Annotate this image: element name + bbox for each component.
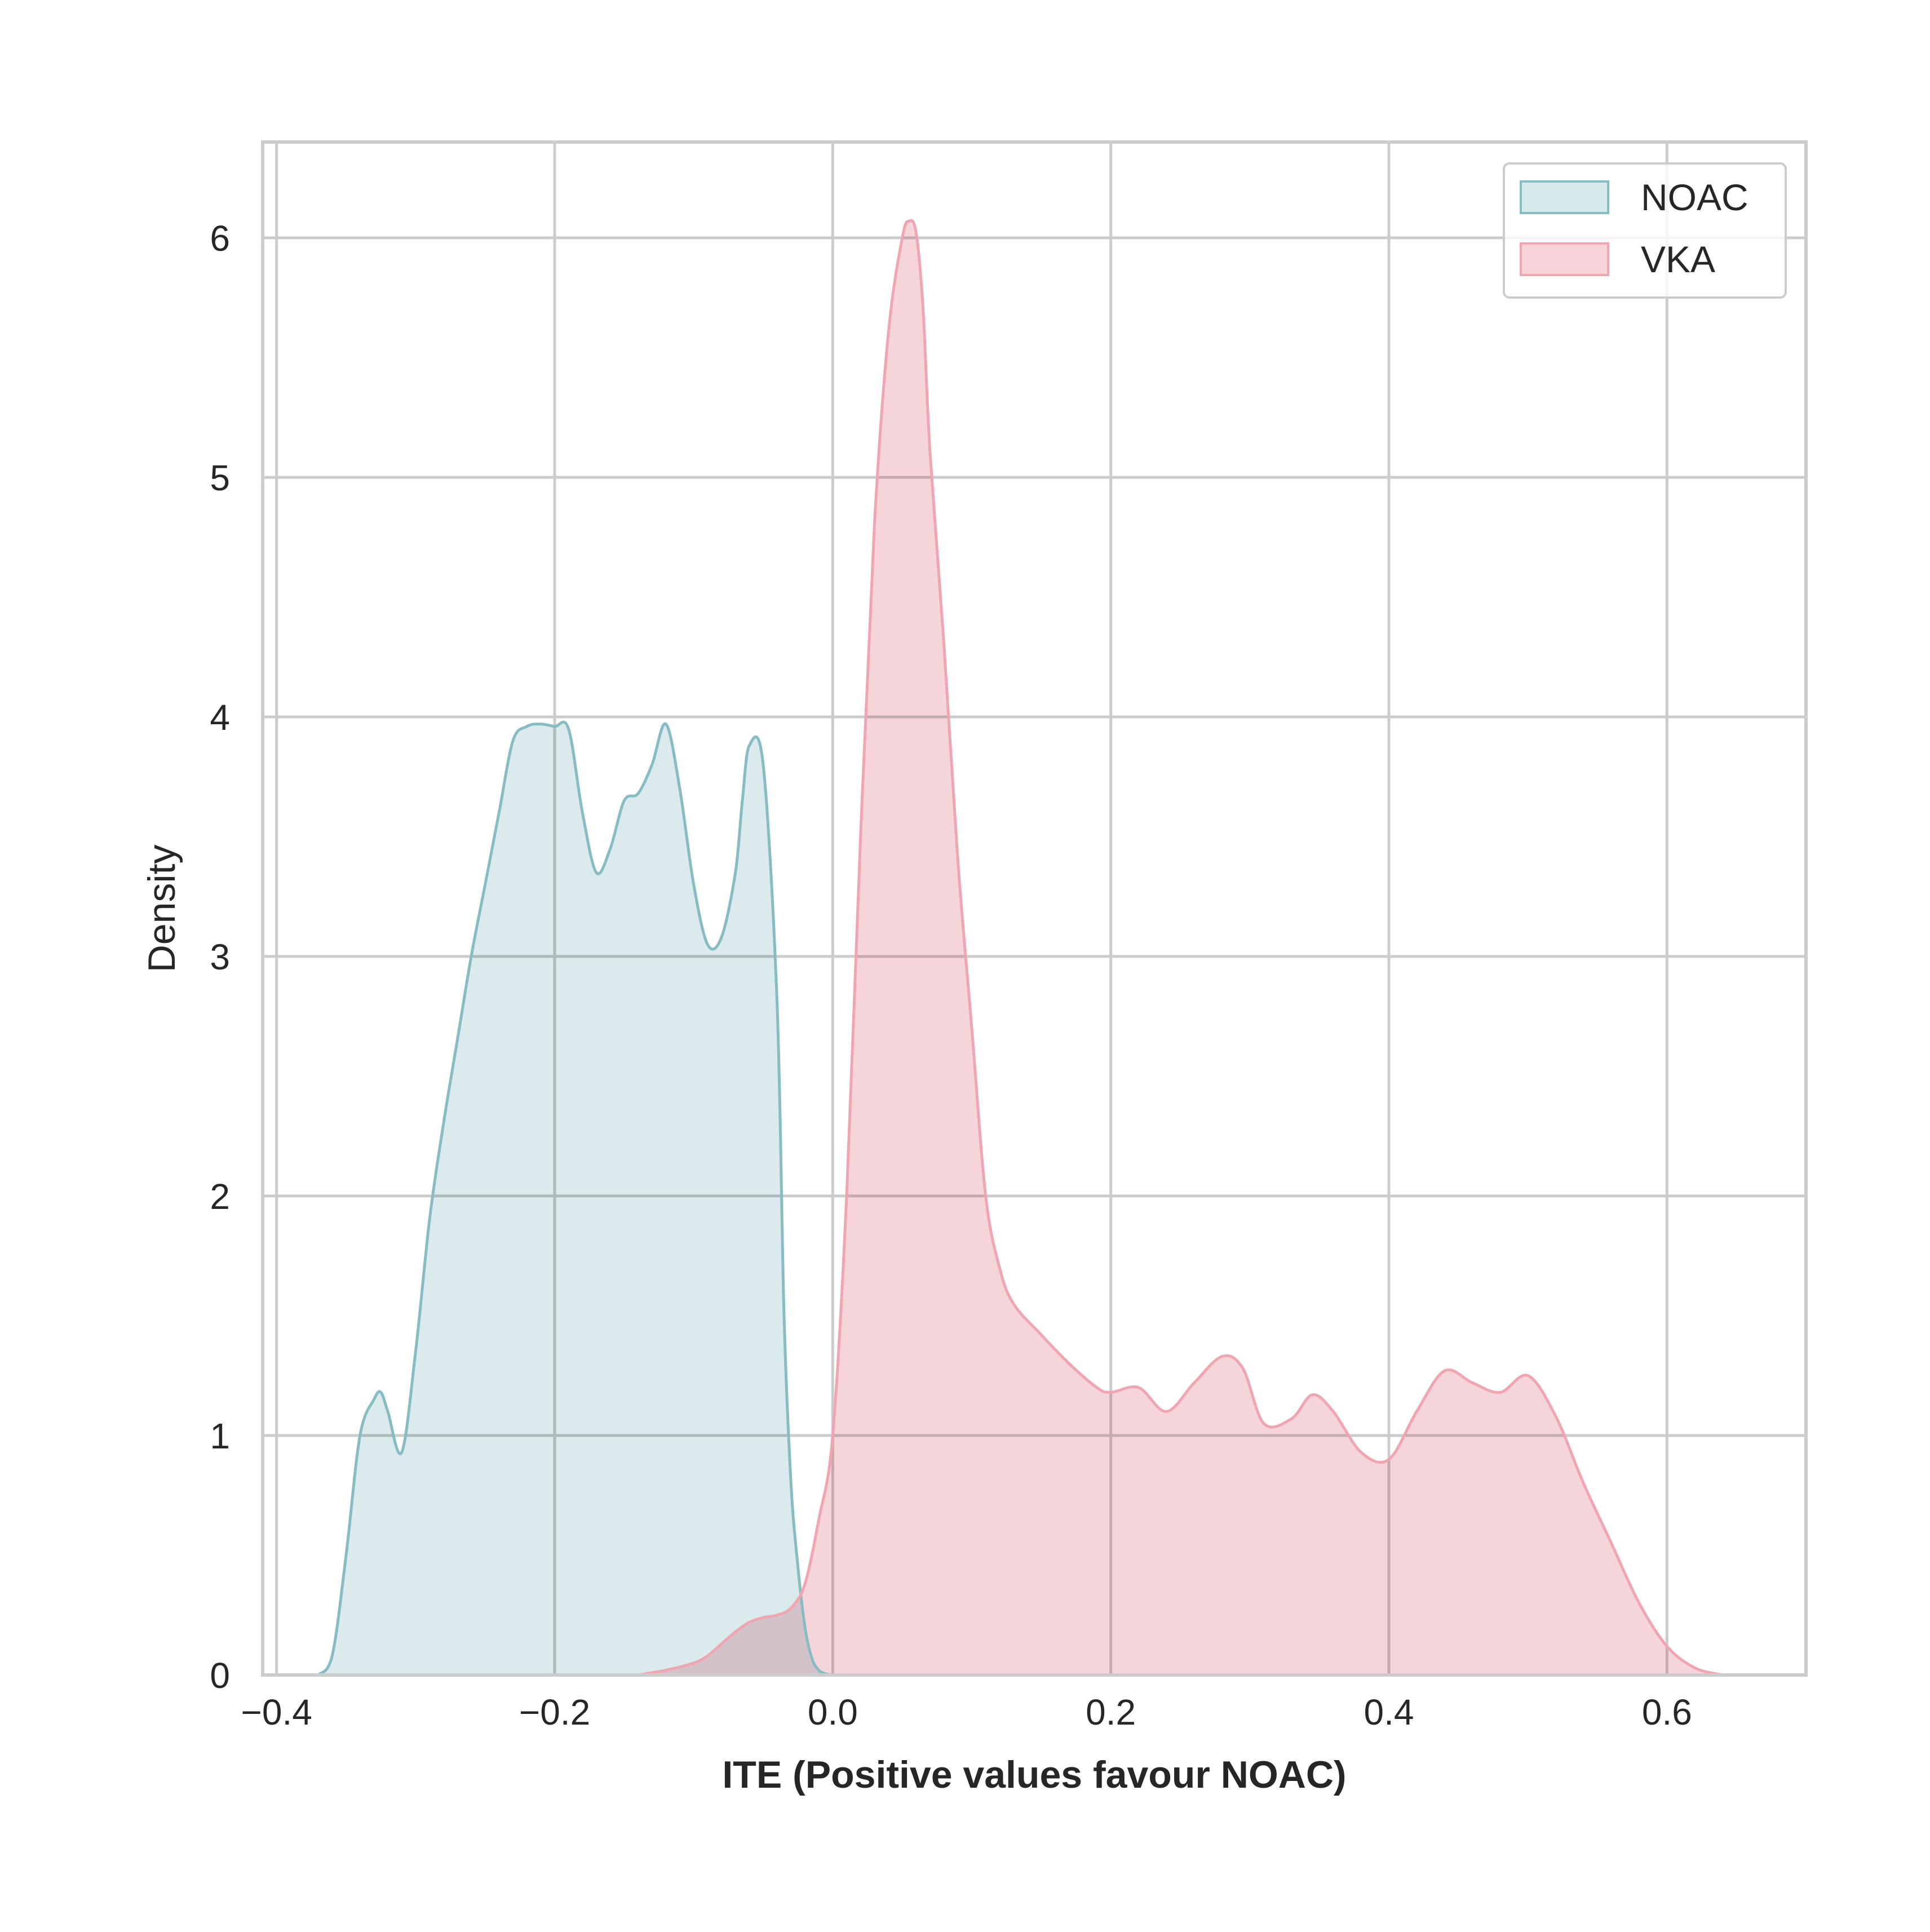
x-axis-title: ITE (Positive values favour NOAC) (722, 1753, 1346, 1796)
x-tick-label-2: 0.0 (808, 1692, 858, 1732)
legend: NOAC VKA (1503, 162, 1787, 299)
x-tick-label-4: 0.4 (1364, 1692, 1414, 1732)
y-tick-label-5: 5 (210, 458, 230, 498)
legend-label-vka: VKA (1641, 238, 1715, 280)
x-tick-label-5: 0.6 (1642, 1692, 1692, 1732)
x-tick-label-3: 0.2 (1086, 1692, 1136, 1732)
density-line-noac (317, 720, 875, 1677)
x-tick-label-0: −0.4 (241, 1692, 312, 1732)
y-tick-label-0: 0 (210, 1655, 230, 1696)
x-axis-ticks: −0.4 −0.2 0.0 0.2 0.4 0.6 (241, 1692, 1692, 1732)
density-area-noac (318, 722, 875, 1675)
y-tick-label-3: 3 (210, 937, 230, 977)
density-line-vka (638, 219, 1723, 1677)
y-tick-label-1: 1 (210, 1416, 230, 1456)
density-area-vka (638, 220, 1723, 1676)
legend-label-noac: NOAC (1641, 176, 1748, 218)
legend-swatch-noac (1520, 180, 1609, 214)
x-tick-label-1: −0.2 (519, 1692, 590, 1732)
legend-swatch-vka (1520, 242, 1609, 276)
y-tick-label-6: 6 (210, 218, 230, 259)
plot-frame (261, 140, 1808, 1677)
series-areas (317, 219, 1723, 1677)
y-axis-title: Density (140, 845, 183, 973)
y-tick-label-4: 4 (210, 697, 230, 738)
y-tick-label-2: 2 (210, 1176, 230, 1217)
y-axis-ticks: 0 1 2 3 4 5 6 (210, 218, 230, 1696)
